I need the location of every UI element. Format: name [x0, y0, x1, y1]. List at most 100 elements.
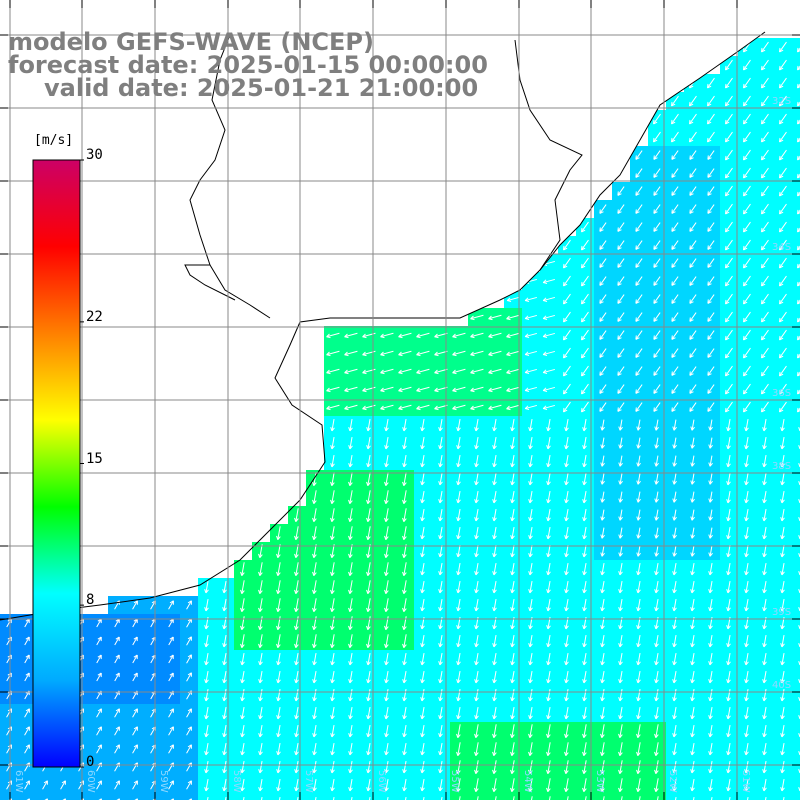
wind-arrow [726, 652, 731, 666]
wind-arrow [348, 436, 353, 450]
wind-arrow [708, 742, 713, 756]
wind-arrow [366, 472, 371, 487]
wind-arrow [762, 688, 767, 702]
wind-arrow [636, 437, 641, 449]
wind-arrow [366, 598, 371, 613]
wind-arrow [24, 636, 30, 646]
wind-arrow [779, 167, 787, 179]
wind-arrow [222, 760, 227, 774]
wind-arrow [762, 706, 767, 720]
wind-arrow [420, 526, 425, 540]
wind-arrow [456, 706, 461, 720]
wind-arrow [780, 760, 785, 774]
wind-arrow [312, 724, 317, 738]
wind-arrow [603, 796, 605, 800]
wind-arrow [743, 59, 751, 71]
wind-arrow [653, 186, 661, 196]
wind-arrow [783, 796, 785, 800]
wind-arrow [636, 545, 641, 557]
wind-arrow [707, 258, 715, 268]
wind-arrow [434, 404, 448, 411]
wind-arrow [420, 688, 425, 702]
wind-arrow [693, 796, 695, 800]
wind-arrow [330, 562, 335, 577]
wind-arrow [671, 168, 679, 178]
wind-arrow [672, 688, 677, 702]
wind-arrow [524, 404, 537, 410]
wind-arrow [402, 580, 407, 595]
wind-arrow [672, 778, 677, 792]
wind-arrow [330, 508, 335, 523]
wind-arrow [384, 706, 389, 720]
wind-arrow [762, 634, 767, 648]
wind-arrow [186, 636, 192, 646]
wind-arrow [581, 383, 589, 395]
wind-arrow [726, 742, 731, 756]
wind-arrow [294, 562, 299, 577]
lon-labels: 61W 60W 59W 58W 57W 56W 55W 54W 53W 52W 51W [13, 770, 751, 793]
wind-arrow [330, 670, 335, 684]
wind-arrow [725, 347, 733, 359]
wind-arrow [761, 203, 769, 215]
lat-label: 40S [772, 680, 791, 691]
wind-arrow [690, 491, 695, 503]
wind-arrow [528, 634, 533, 648]
wind-arrow [384, 472, 389, 487]
wind-arrow [743, 113, 751, 125]
wind-arrow [474, 472, 479, 486]
wind-arrow [438, 562, 443, 576]
wind-arrow [492, 670, 497, 684]
wind-arrow [725, 329, 733, 341]
wind-arrow [761, 257, 769, 269]
wind-arrow [636, 670, 641, 684]
field-cell [0, 794, 18, 800]
wind-arrow [780, 598, 785, 612]
wind-arrow [492, 562, 497, 576]
wind-arrow [348, 778, 353, 792]
field-cell [666, 794, 684, 800]
wind-arrow [761, 167, 769, 179]
wind-arrow [743, 293, 751, 305]
wind-arrow [654, 527, 659, 539]
wind-arrow [330, 598, 335, 613]
wind-arrow [564, 580, 569, 594]
wind-arrow [294, 526, 299, 541]
wind-arrow [114, 654, 120, 664]
wind-arrow [470, 314, 484, 321]
wind-arrow [725, 383, 733, 395]
wind-arrow [434, 386, 448, 393]
wind-arrow [564, 724, 569, 739]
wind-arrow [243, 796, 245, 800]
wind-arrow [689, 330, 697, 340]
wind-arrow [779, 239, 787, 251]
wind-arrow [779, 311, 787, 323]
wind-arrow [344, 332, 358, 339]
wind-arrow [600, 455, 605, 467]
wind-arrow [671, 222, 679, 232]
wind-arrow [348, 562, 353, 577]
wind-arrow [636, 419, 641, 431]
wind-arrow [599, 330, 607, 340]
wind-arrow [600, 527, 605, 539]
wind-arrow [438, 634, 443, 648]
wind-arrow [312, 706, 317, 720]
wind-arrow [635, 348, 643, 358]
wind-arrow [690, 527, 695, 539]
wind-arrow [689, 240, 697, 250]
field-cell [90, 794, 108, 800]
land-mass [0, 0, 800, 320]
wind-arrow [312, 652, 317, 666]
wind-arrow [276, 634, 281, 649]
wind-arrow [564, 508, 569, 522]
field-cell [306, 794, 324, 800]
wind-arrow [258, 724, 263, 738]
wind-arrow [707, 276, 715, 286]
wind-arrow [312, 472, 317, 487]
wind-arrow [398, 350, 412, 357]
wind-arrow [524, 350, 537, 356]
wind-arrow [797, 227, 800, 233]
wind-arrow [636, 688, 641, 702]
wind-arrow [312, 634, 317, 649]
wind-arrow [438, 526, 443, 540]
wind-arrow [513, 796, 515, 800]
